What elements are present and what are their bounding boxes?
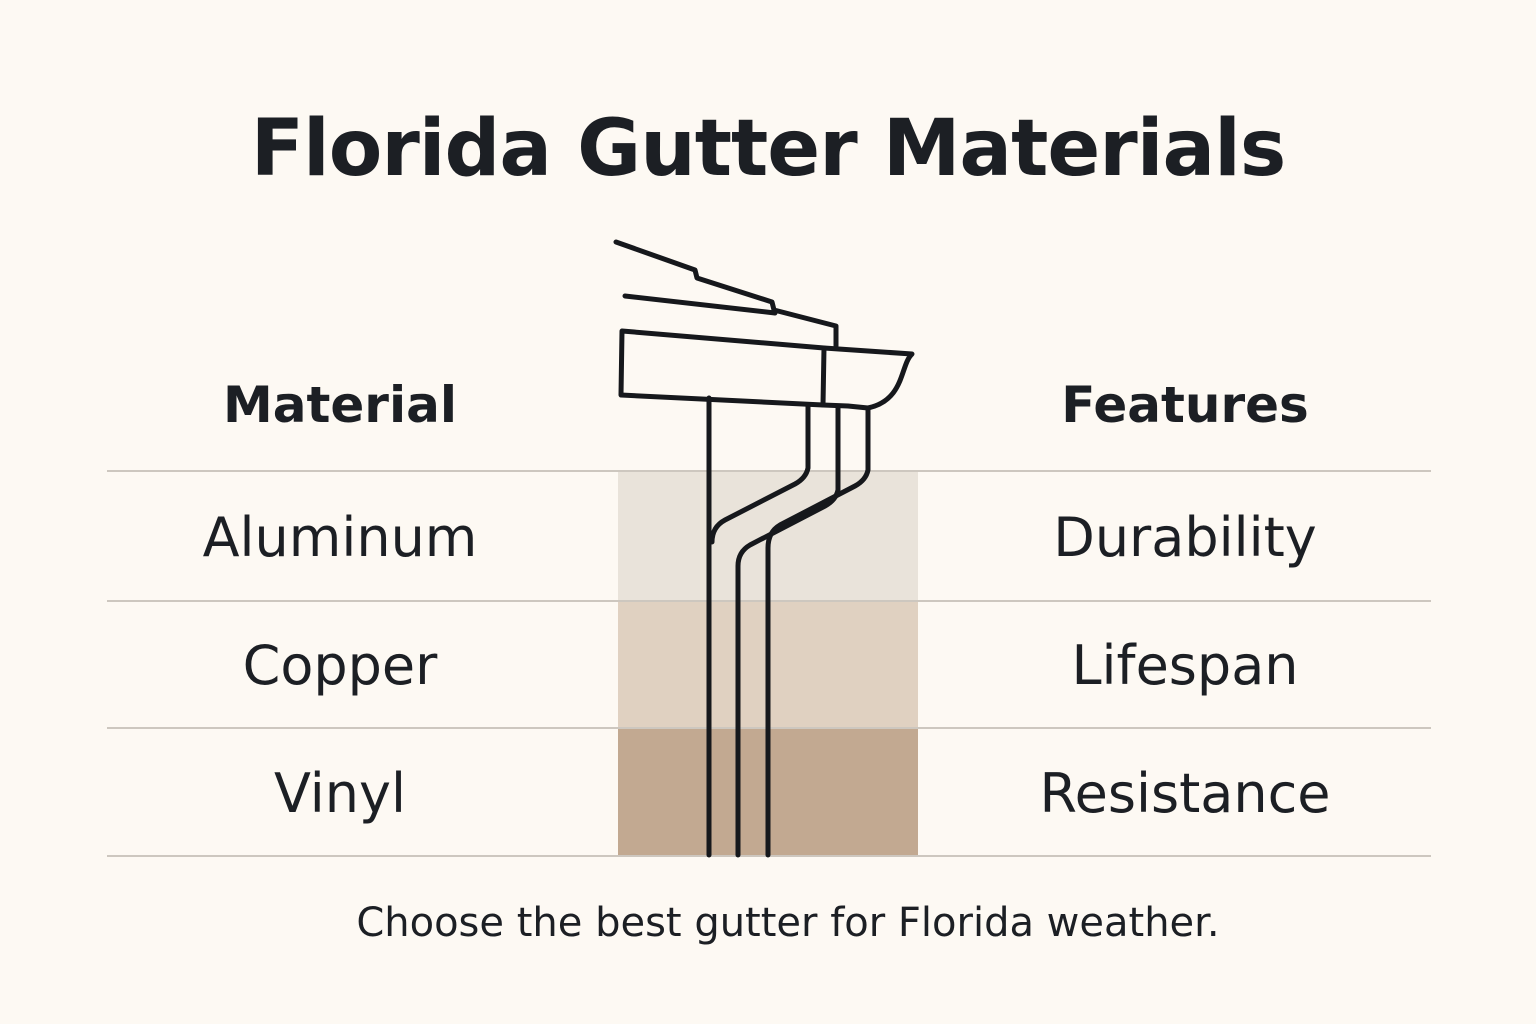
footer-caption: Choose the best gutter for Florida weath… (356, 900, 1220, 946)
divider (107, 470, 1431, 472)
downspout-line (709, 402, 811, 545)
material-cell: Aluminum (202, 506, 478, 569)
downspout-line (765, 405, 871, 858)
material-header: Material (223, 376, 457, 434)
page-title: Florida Gutter Materials (250, 104, 1287, 194)
feature-cell: Durability (1053, 506, 1317, 569)
feature-cell: Lifespan (1071, 634, 1299, 697)
feature-cell: Resistance (1039, 762, 1331, 825)
roof-underlay-line (622, 293, 778, 316)
material-cell: Copper (242, 634, 438, 697)
features-header: Features (1061, 376, 1309, 434)
roof-shingle-line (613, 239, 839, 349)
gutter-trough (820, 345, 915, 411)
fascia-board (618, 328, 827, 408)
material-cell: Vinyl (274, 762, 406, 825)
downspout-line (735, 404, 841, 858)
